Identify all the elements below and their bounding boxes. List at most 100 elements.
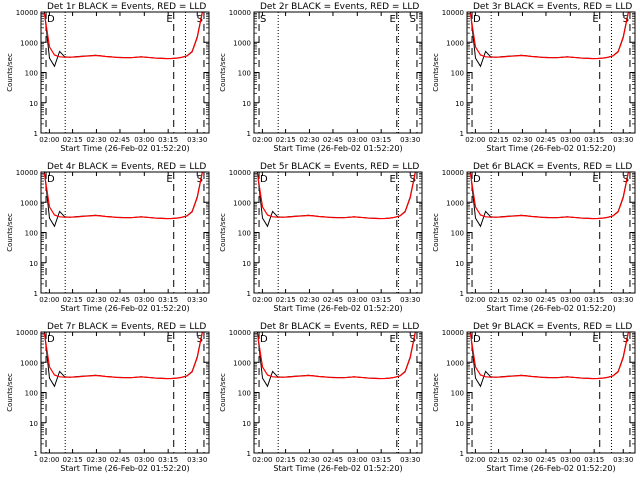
x-tick-label: 03:15: [158, 456, 178, 464]
x-tick-label: 03:15: [584, 136, 604, 144]
x-tick-label: 03:15: [158, 136, 178, 144]
x-tick-label: 02:30: [512, 296, 532, 304]
x-tick-label: 02:00: [465, 296, 485, 304]
subplot-5: Det 5r BLACK = Events, RED = LLD 1 10 100 10…: [219, 162, 423, 313]
x-tick-label: 03:30: [613, 296, 633, 304]
y-tick-label: 10000: [442, 329, 464, 337]
plot-frame: [466, 171, 636, 294]
marker-label: E: [592, 14, 598, 25]
y-axis-label: Counts/sec: [6, 373, 14, 412]
x-axis-label: Start Time (26-Feb-02 01:52:20): [60, 464, 189, 473]
x-tick-label: 03:00: [347, 456, 367, 464]
x-tick-label: 02:30: [86, 296, 106, 304]
series-lld-line: [256, 172, 416, 220]
series-lld-line: [469, 12, 629, 60]
marker-label: D: [473, 174, 481, 185]
x-tick-label: 03:15: [371, 296, 391, 304]
x-tick-label: 02:00: [252, 456, 272, 464]
x-axis-label: Start Time (26-Feb-02 01:52:20): [486, 144, 615, 153]
y-tick-label: 1000: [20, 359, 38, 367]
x-axis-label: Start Time (26-Feb-02 01:52:20): [486, 304, 615, 313]
x-tick-label: 02:30: [299, 296, 319, 304]
series-lld-line: [43, 332, 203, 380]
subplot-title: Det 6r BLACK = Events, RED = LLD: [473, 162, 632, 172]
y-tick-label: 10: [242, 420, 251, 428]
subplot-2: Det 2r BLACK = Events, RED = LLD 1 10 100 10…: [219, 2, 423, 153]
x-tick-label: 03:30: [400, 296, 420, 304]
marker-label: D: [260, 174, 268, 185]
marker-label: S: [197, 14, 203, 25]
marker-label: S: [623, 334, 629, 345]
x-tick-label: 02:00: [465, 136, 485, 144]
marker-label: S: [197, 334, 203, 345]
y-tick-label: 10000: [442, 9, 464, 17]
marker-label: S: [410, 174, 416, 185]
x-tick-label: 03:30: [613, 136, 633, 144]
subplot-title: Det 4r BLACK = Events, RED = LLD: [47, 162, 206, 172]
y-tick-label: 1000: [233, 199, 251, 207]
x-tick-label: 03:15: [584, 296, 604, 304]
x-tick-label: 03:00: [134, 456, 154, 464]
x-tick-label: 02:15: [62, 136, 82, 144]
marker-label: E: [166, 334, 172, 345]
y-tick-label: 1000: [446, 199, 464, 207]
y-tick-label: 10000: [229, 169, 251, 177]
x-tick-label: 02:15: [488, 136, 508, 144]
y-tick-label: 100: [451, 390, 464, 398]
y-tick-label: 1: [34, 290, 38, 298]
marker-label: E: [592, 334, 598, 345]
x-tick-label: 03:00: [560, 136, 580, 144]
x-tick-label: 03:15: [371, 136, 391, 144]
x-tick-label: 03:30: [400, 456, 420, 464]
y-tick-label: 10000: [16, 169, 38, 177]
x-tick-label: 02:45: [110, 296, 130, 304]
x-tick-label: 03:15: [584, 456, 604, 464]
marker-label: D: [260, 334, 268, 345]
marker-label: E: [166, 174, 172, 185]
subplot-title: Det 5r BLACK = Events, RED = LLD: [260, 162, 419, 172]
x-axis-label: Start Time (26-Feb-02 01:52:20): [60, 304, 189, 313]
y-tick-label: 100: [451, 230, 464, 238]
x-tick-label: 03:00: [560, 296, 580, 304]
x-tick-label: 02:00: [39, 296, 59, 304]
y-tick-label: 1: [247, 130, 251, 138]
y-tick-label: 10000: [229, 9, 251, 17]
x-tick-label: 02:00: [252, 136, 272, 144]
y-tick-label: 1: [460, 290, 464, 298]
y-tick-label: 1: [247, 450, 251, 458]
x-tick-label: 03:00: [134, 136, 154, 144]
x-tick-label: 02:15: [62, 456, 82, 464]
x-tick-label: 02:15: [275, 136, 295, 144]
subplot-8: Det 8r BLACK = Events, RED = LLD 1 10 100 10…: [219, 322, 423, 473]
y-axis-label: Counts/sec: [432, 373, 440, 412]
y-tick-label: 10: [242, 100, 251, 108]
y-tick-label: 1000: [233, 359, 251, 367]
y-tick-label: 10000: [16, 329, 38, 337]
y-tick-label: 10000: [442, 169, 464, 177]
y-tick-label: 100: [238, 390, 251, 398]
y-axis-label: Counts/sec: [6, 53, 14, 92]
marker-label: E: [166, 14, 172, 25]
subplot-title: Det 1r BLACK = Events, RED = LLD: [47, 2, 206, 12]
y-tick-label: 1: [34, 130, 38, 138]
x-tick-label: 03:15: [371, 456, 391, 464]
y-axis-label: Counts/sec: [432, 213, 440, 252]
x-tick-label: 02:30: [86, 456, 106, 464]
x-tick-label: 02:45: [323, 456, 343, 464]
y-tick-label: 10: [455, 100, 464, 108]
marker-label: E: [389, 14, 395, 25]
x-tick-label: 02:45: [110, 136, 130, 144]
y-tick-label: 100: [238, 70, 251, 78]
y-tick-label: 1: [34, 450, 38, 458]
x-tick-label: 02:45: [536, 136, 556, 144]
x-tick-label: 03:30: [613, 456, 633, 464]
x-tick-label: 02:30: [512, 136, 532, 144]
x-tick-label: 02:00: [39, 136, 59, 144]
x-tick-label: 02:30: [512, 456, 532, 464]
x-tick-label: 03:00: [134, 296, 154, 304]
marker-label: E: [592, 174, 598, 185]
y-tick-label: 100: [25, 70, 38, 78]
x-tick-label: 02:45: [323, 296, 343, 304]
y-tick-label: 1000: [233, 39, 251, 47]
y-tick-label: 10: [29, 100, 38, 108]
